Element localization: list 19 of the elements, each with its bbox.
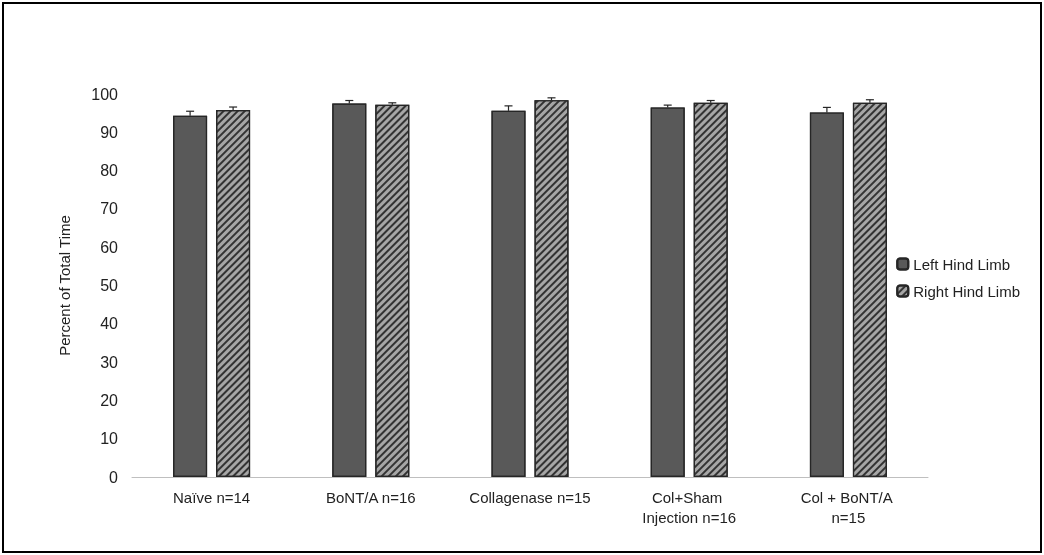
legend-label: Left Hind Limb — [913, 255, 1010, 273]
y-tick-label: 20 — [100, 391, 119, 409]
y-tick-label: 80 — [100, 162, 119, 180]
y-tick-label: 70 — [100, 200, 119, 218]
x-tick-label: Col+Sham Injection n=16 — [642, 488, 737, 526]
y-tick-label: 100 — [91, 85, 119, 103]
x-tick-label: BoNT/A n=16 — [325, 488, 416, 506]
y-tick-label: 30 — [100, 353, 119, 371]
x-tick-label: Collagenase n=15 — [469, 488, 591, 506]
y-tick-label: 90 — [100, 123, 119, 141]
legend-label: Right Hind Limb — [913, 282, 1020, 300]
x-tick-label: Naïve n=14 — [173, 488, 251, 506]
y-tick-label: 0 — [109, 468, 119, 486]
x-tick-label: Col + BoNT/A n=15 — [800, 488, 897, 526]
y-tick-label: 60 — [100, 238, 119, 256]
y-tick-label: 10 — [100, 430, 119, 448]
y-axis-title: Percent of Total Time — [56, 215, 73, 356]
y-tick-label: 40 — [100, 315, 119, 333]
y-tick-label: 50 — [100, 277, 119, 294]
